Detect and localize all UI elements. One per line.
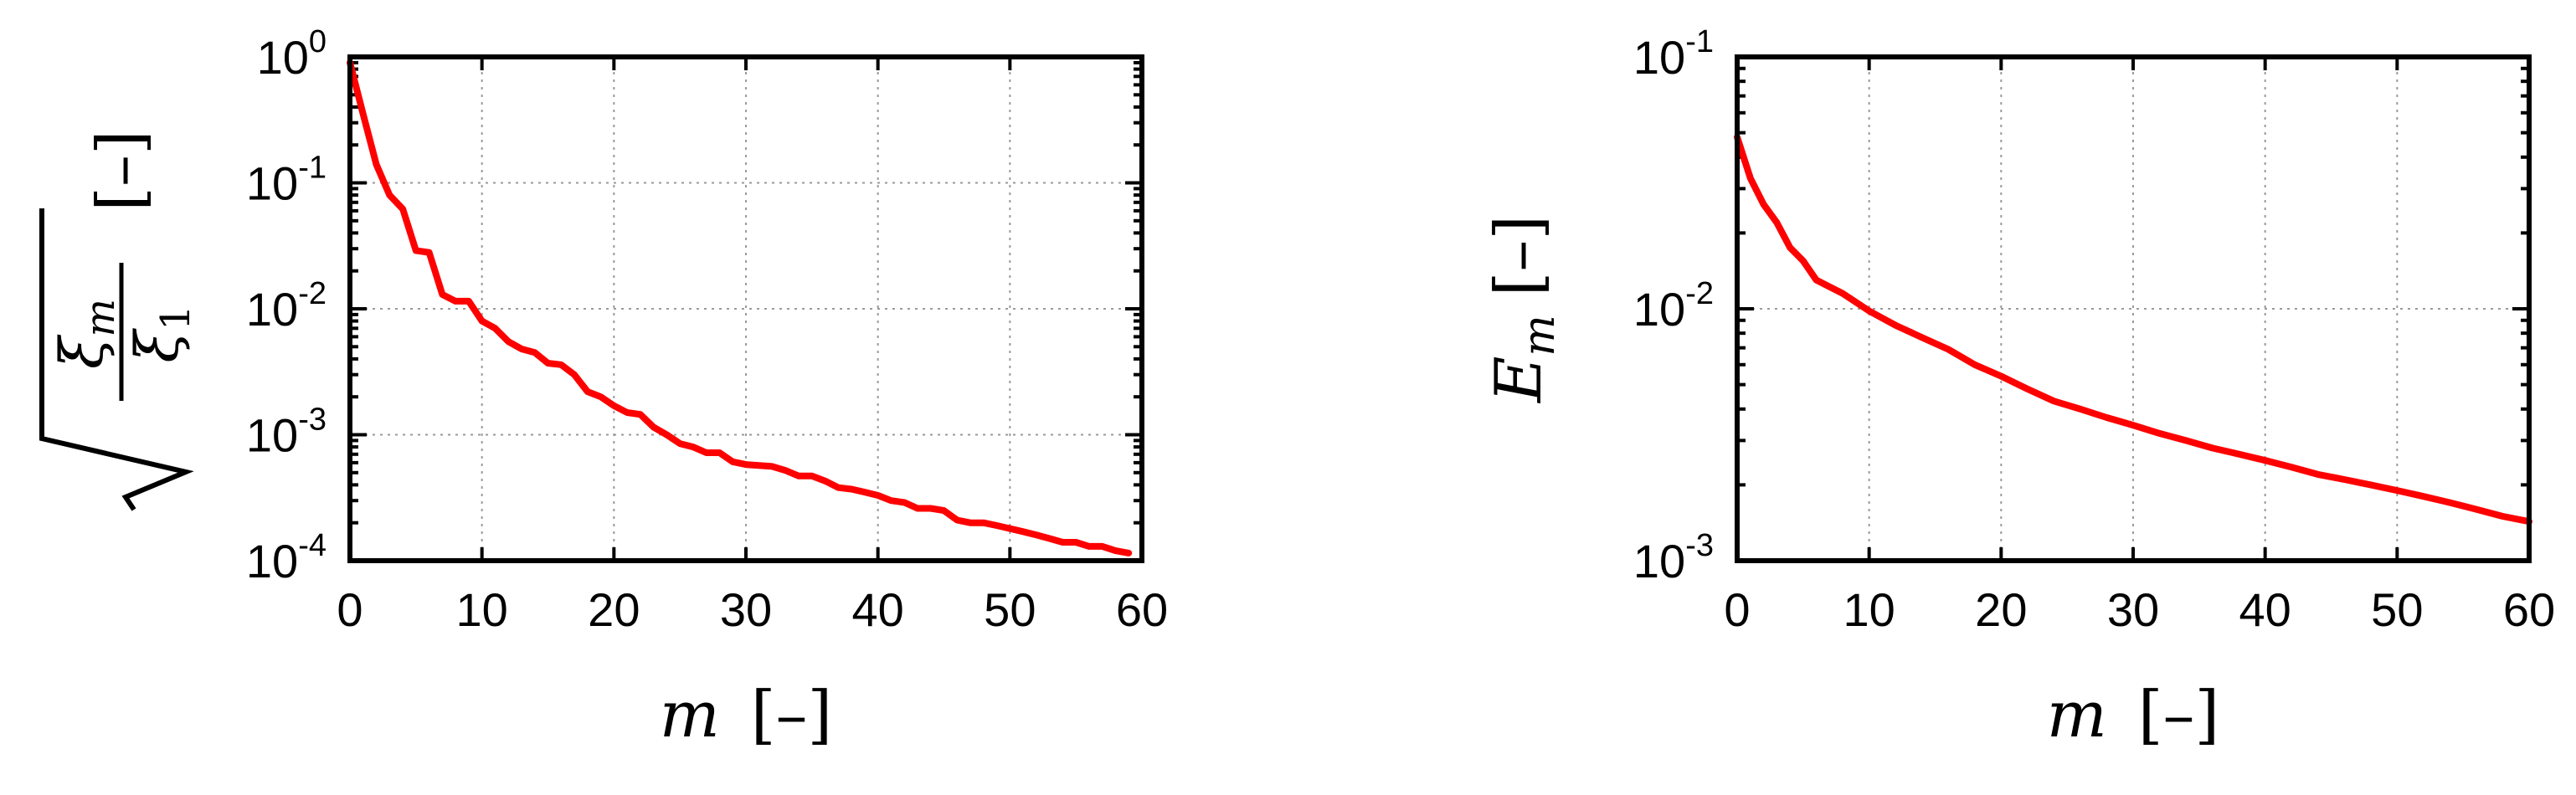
x-tick-labels-left: 0 10 20 30 40 50 60 — [337, 583, 1168, 636]
y-axis-label-left: ξm ξ1 [–] — [39, 130, 199, 511]
x-tick-label: 40 — [2239, 583, 2291, 636]
y-tick-label: 10-3 — [1633, 528, 1714, 587]
x-tick-label: 0 — [1724, 583, 1750, 636]
y-tick-label: 10-1 — [246, 151, 326, 210]
x-tick-label: 10 — [1843, 583, 1895, 636]
x-tick-label: 30 — [2107, 583, 2159, 636]
y-tick-label: 10-1 — [1633, 24, 1714, 84]
y-axis-label-right: Em [–] — [1481, 215, 1565, 404]
x-tick-labels-right: 0 10 20 30 40 50 60 — [1724, 583, 2555, 636]
series-line-left — [347, 59, 1133, 556]
y-label-var-right: E — [1481, 356, 1555, 404]
x-tick-label: 60 — [1116, 583, 1168, 636]
chart-right: 0 10 20 30 40 50 60 10-1 10-2 10-3 m [–] Em [–] — [1481, 24, 2555, 751]
x-axis-unit-right: [–] — [2138, 677, 2219, 751]
y-tick-label: 10-4 — [246, 528, 326, 587]
y-tick-label: 10-2 — [246, 276, 326, 336]
y-label-unit-left: [–] — [83, 130, 157, 211]
y-label-unit-right: [–] — [1481, 215, 1555, 296]
plot-frame-right — [1735, 54, 2532, 563]
x-tick-label: 50 — [984, 583, 1036, 636]
x-tick-label: 20 — [588, 583, 640, 636]
x-tick-label: 10 — [456, 583, 508, 636]
x-tick-label: 60 — [2503, 583, 2555, 636]
x-tick-label: 30 — [720, 583, 772, 636]
grid-left — [350, 57, 1142, 561]
y-label-denominator: ξ1 — [123, 305, 199, 362]
x-tick-label: 20 — [1975, 583, 2027, 636]
x-tick-label: 40 — [852, 583, 904, 636]
x-axis-var-right: m — [2047, 677, 2107, 751]
y-tick-labels-right: 10-1 10-2 10-3 — [1633, 24, 1714, 587]
y-tick-label: 100 — [257, 24, 326, 84]
x-axis-label-right: m [–] — [2047, 677, 2219, 751]
x-axis-unit-left: [–] — [751, 677, 832, 751]
x-tick-label: 0 — [337, 583, 362, 636]
y-tick-label: 10-2 — [1633, 276, 1714, 336]
grid-right — [1737, 57, 2529, 561]
series-line-right — [1734, 133, 2532, 526]
y-tick-label: 10-3 — [246, 403, 326, 462]
radical-sign-icon — [39, 208, 194, 511]
y-tick-labels-left: 100 10-1 10-2 10-3 10-4 — [246, 24, 326, 587]
x-axis-label-left: m [–] — [660, 677, 832, 751]
y-label-sub-right: m — [1514, 315, 1565, 356]
plot-frame-left — [347, 54, 1144, 563]
x-axis-var-left: m — [660, 677, 720, 751]
x-tick-label: 50 — [2371, 583, 2423, 636]
y-label-numerator: ξm — [48, 299, 124, 369]
